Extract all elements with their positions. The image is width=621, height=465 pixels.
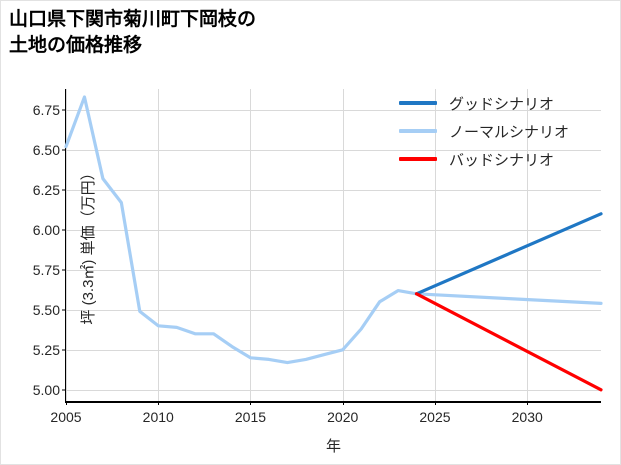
gridline-horizontal xyxy=(66,269,601,271)
y-axis-tick-mark xyxy=(62,189,66,191)
legend-swatch-icon xyxy=(399,129,437,133)
x-axis-tick-mark xyxy=(158,401,160,405)
x-axis-tick-mark xyxy=(66,401,67,405)
gridline-horizontal xyxy=(66,309,601,311)
y-axis-tick-mark xyxy=(62,229,66,231)
x-axis-tick-label: 2015 xyxy=(234,409,267,425)
legend-swatch-icon xyxy=(399,101,437,105)
gridline-horizontal xyxy=(66,189,601,191)
plot-area: 5.00 5.25 5.50 5.75 6.00 6.25 6.50 6.75 2005 201… xyxy=(33,89,603,455)
gridline-vertical xyxy=(342,89,344,401)
x-axis-tick-mark xyxy=(342,401,344,405)
y-axis-tick-mark xyxy=(62,309,66,311)
gridline-horizontal xyxy=(66,229,601,231)
legend-item-label: バッドシナリオ xyxy=(449,151,555,169)
series-line xyxy=(64,95,603,365)
gridline-vertical xyxy=(66,89,67,401)
x-axis-tick-mark xyxy=(434,401,436,405)
series-line xyxy=(414,292,603,392)
y-axis-label: 坪 (3.3㎡) 単価（万円） xyxy=(80,165,98,325)
gridline-vertical xyxy=(434,89,436,401)
y-axis-tick-mark xyxy=(62,349,66,351)
gridline-vertical xyxy=(250,89,252,401)
y-axis-tick-label: 6.00 xyxy=(32,221,60,238)
legend-item-bad[interactable]: バッドシナリオ xyxy=(399,145,609,173)
y-axis-tick-mark xyxy=(62,389,66,391)
legend-item-good[interactable]: グッドシナリオ xyxy=(399,89,609,117)
legend-item-label: グッドシナリオ xyxy=(449,95,555,113)
gridline-vertical xyxy=(158,89,160,401)
y-axis-tick-mark xyxy=(62,269,66,271)
y-axis-tick-label: 6.75 xyxy=(32,101,60,118)
page-title: 山口県下関市菊川町下岡枝の 土地の価格推移 xyxy=(9,9,257,56)
series-line xyxy=(414,212,603,296)
x-axis-tick-mark xyxy=(250,401,252,405)
y-axis-tick-label: 6.25 xyxy=(32,181,60,198)
series-lines xyxy=(64,95,603,392)
x-axis-tick-label: 2010 xyxy=(142,409,174,425)
gridline-horizontal xyxy=(66,389,601,391)
y-axis-tick-label: 6.50 xyxy=(32,141,60,158)
x-axis-tick-label: 2030 xyxy=(511,409,543,425)
legend-item-label: ノーマルシナリオ xyxy=(449,123,570,141)
x-axis-label: 年 xyxy=(325,438,342,455)
gridline-horizontal xyxy=(66,349,601,351)
y-axis-tick-label: 5.25 xyxy=(32,341,60,358)
legend: グッドシナリオ ノーマルシナリオ バッドシナリオ xyxy=(399,89,609,173)
x-axis-tick-label: 2005 xyxy=(50,409,82,425)
y-axis-tick-mark xyxy=(62,109,66,111)
x-axis-tick-label: 2025 xyxy=(419,409,451,425)
legend-swatch-icon xyxy=(399,157,437,161)
x-axis-tick-label: 2020 xyxy=(327,409,359,425)
x-axis-tick-mark xyxy=(527,401,529,405)
legend-item-normal[interactable]: ノーマルシナリオ xyxy=(399,117,609,145)
gridline-horizontal xyxy=(66,109,601,111)
y-axis-tick-mark xyxy=(62,149,66,151)
y-axis-tick-label: 5.75 xyxy=(32,261,60,278)
gridline-horizontal xyxy=(66,149,601,151)
x-axis-line xyxy=(65,401,601,403)
y-axis-tick-label: 5.50 xyxy=(32,301,60,318)
y-axis-tick-label: 5.00 xyxy=(32,381,60,398)
